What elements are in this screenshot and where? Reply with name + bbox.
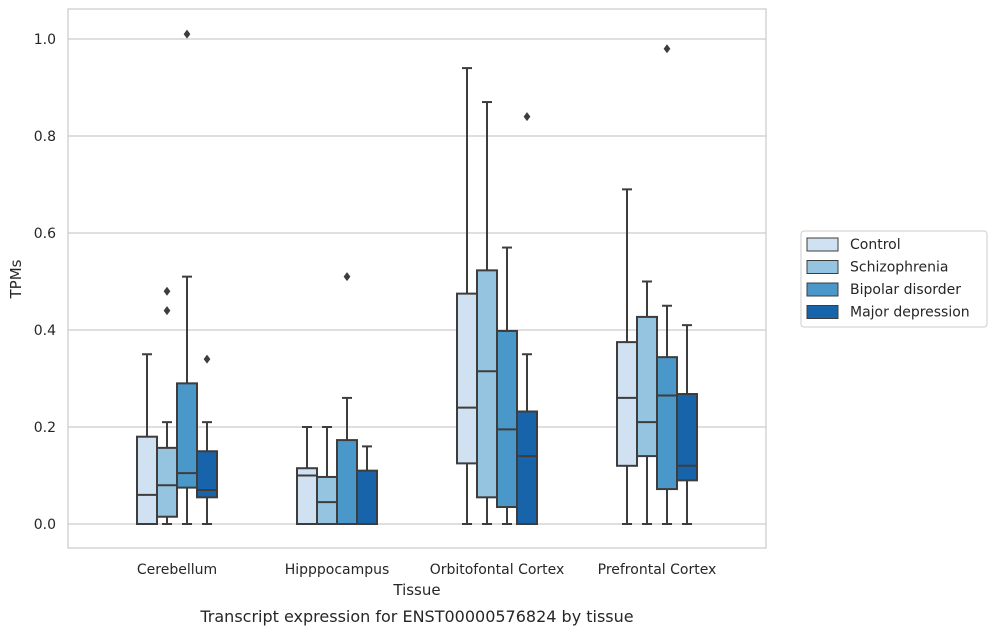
chart-caption: Transcript expression for ENST0000057682… [199, 607, 633, 626]
iqr-box [136, 435, 158, 526]
iqr-box [676, 393, 698, 482]
box-bipolar-disorder [176, 29, 198, 525]
iqr-box [616, 341, 638, 467]
box-control [616, 188, 638, 525]
iqr-box [336, 439, 358, 525]
box-major-depression [196, 354, 218, 525]
y-tick-label: 1.0 [34, 32, 56, 48]
box-bipolar-disorder [336, 272, 358, 525]
iqr-box [316, 475, 338, 525]
y-tick-label: 0.0 [34, 517, 56, 533]
iqr-box [176, 382, 198, 489]
iqr-box [196, 450, 218, 499]
iqr-box [496, 329, 518, 509]
box-schizophrenia [316, 426, 338, 525]
y-tick-label: 0.8 [34, 129, 56, 145]
outlier-point [183, 29, 191, 39]
box-major-depression [356, 445, 378, 525]
x-tick-label: Orbitofontal Cortex [430, 562, 565, 578]
box-control [456, 67, 478, 525]
y-tick-labels: 0.0 0.2 0.4 0.6 0.8 1.0 [34, 32, 56, 533]
legend-swatch [806, 237, 839, 252]
legend-label: Control [850, 237, 901, 253]
legend-swatch [806, 260, 839, 274]
legend-item: Bipolar disorder [806, 282, 961, 298]
box-schizophrenia [636, 280, 658, 525]
y-tick-label: 0.4 [34, 323, 56, 339]
legend-label: Schizophrenia [850, 260, 948, 276]
iqr-box [296, 467, 318, 526]
legend-label: Bipolar disorder [850, 282, 961, 298]
outlier-point [523, 112, 531, 122]
iqr-box [636, 315, 658, 458]
legend-frame [800, 230, 988, 328]
box-bipolar-disorder [496, 246, 518, 525]
box-schizophrenia [156, 286, 178, 525]
y-axis-label: TPMs [7, 259, 25, 299]
iqr-box [476, 269, 498, 499]
outlier-point [663, 44, 671, 54]
box-major-depression [516, 112, 538, 526]
plot-frame [67, 8, 767, 549]
box-control [136, 353, 158, 526]
iqr-box [356, 469, 378, 525]
box-control [296, 426, 318, 526]
legend: Control Schizophrenia Bipolar disorder Majo… [800, 230, 988, 328]
x-tick-label: Hipppocampus [285, 562, 390, 578]
legend-item: Control [806, 237, 901, 253]
box-bipolar-disorder [656, 44, 678, 525]
x-tick-labels: Cerebellum Hipppocampus Orbitofontal Corte… [137, 562, 716, 578]
legend-label: Major depression [850, 305, 970, 321]
x-tick-label: Cerebellum [137, 562, 217, 578]
iqr-box [156, 446, 178, 518]
iqr-box [456, 292, 478, 465]
iqr-box [516, 410, 538, 526]
x-axis-label: Tissue [392, 581, 440, 599]
box-groups [136, 29, 698, 526]
legend-swatch [806, 282, 839, 297]
legend-item: Schizophrenia [806, 260, 948, 276]
x-tick-label: Prefrontal Cortex [598, 562, 717, 578]
box-schizophrenia [476, 101, 498, 525]
y-tick-label: 0.2 [34, 420, 56, 436]
outlier-point [343, 272, 351, 282]
legend-item: Major depression [806, 305, 970, 321]
outlier-point [163, 286, 171, 296]
iqr-box [656, 356, 678, 491]
box-major-depression [676, 324, 698, 525]
legend-swatch [806, 305, 839, 319]
outlier-point [203, 354, 211, 364]
y-tick-label: 0.6 [34, 226, 56, 242]
outlier-point [163, 306, 171, 316]
